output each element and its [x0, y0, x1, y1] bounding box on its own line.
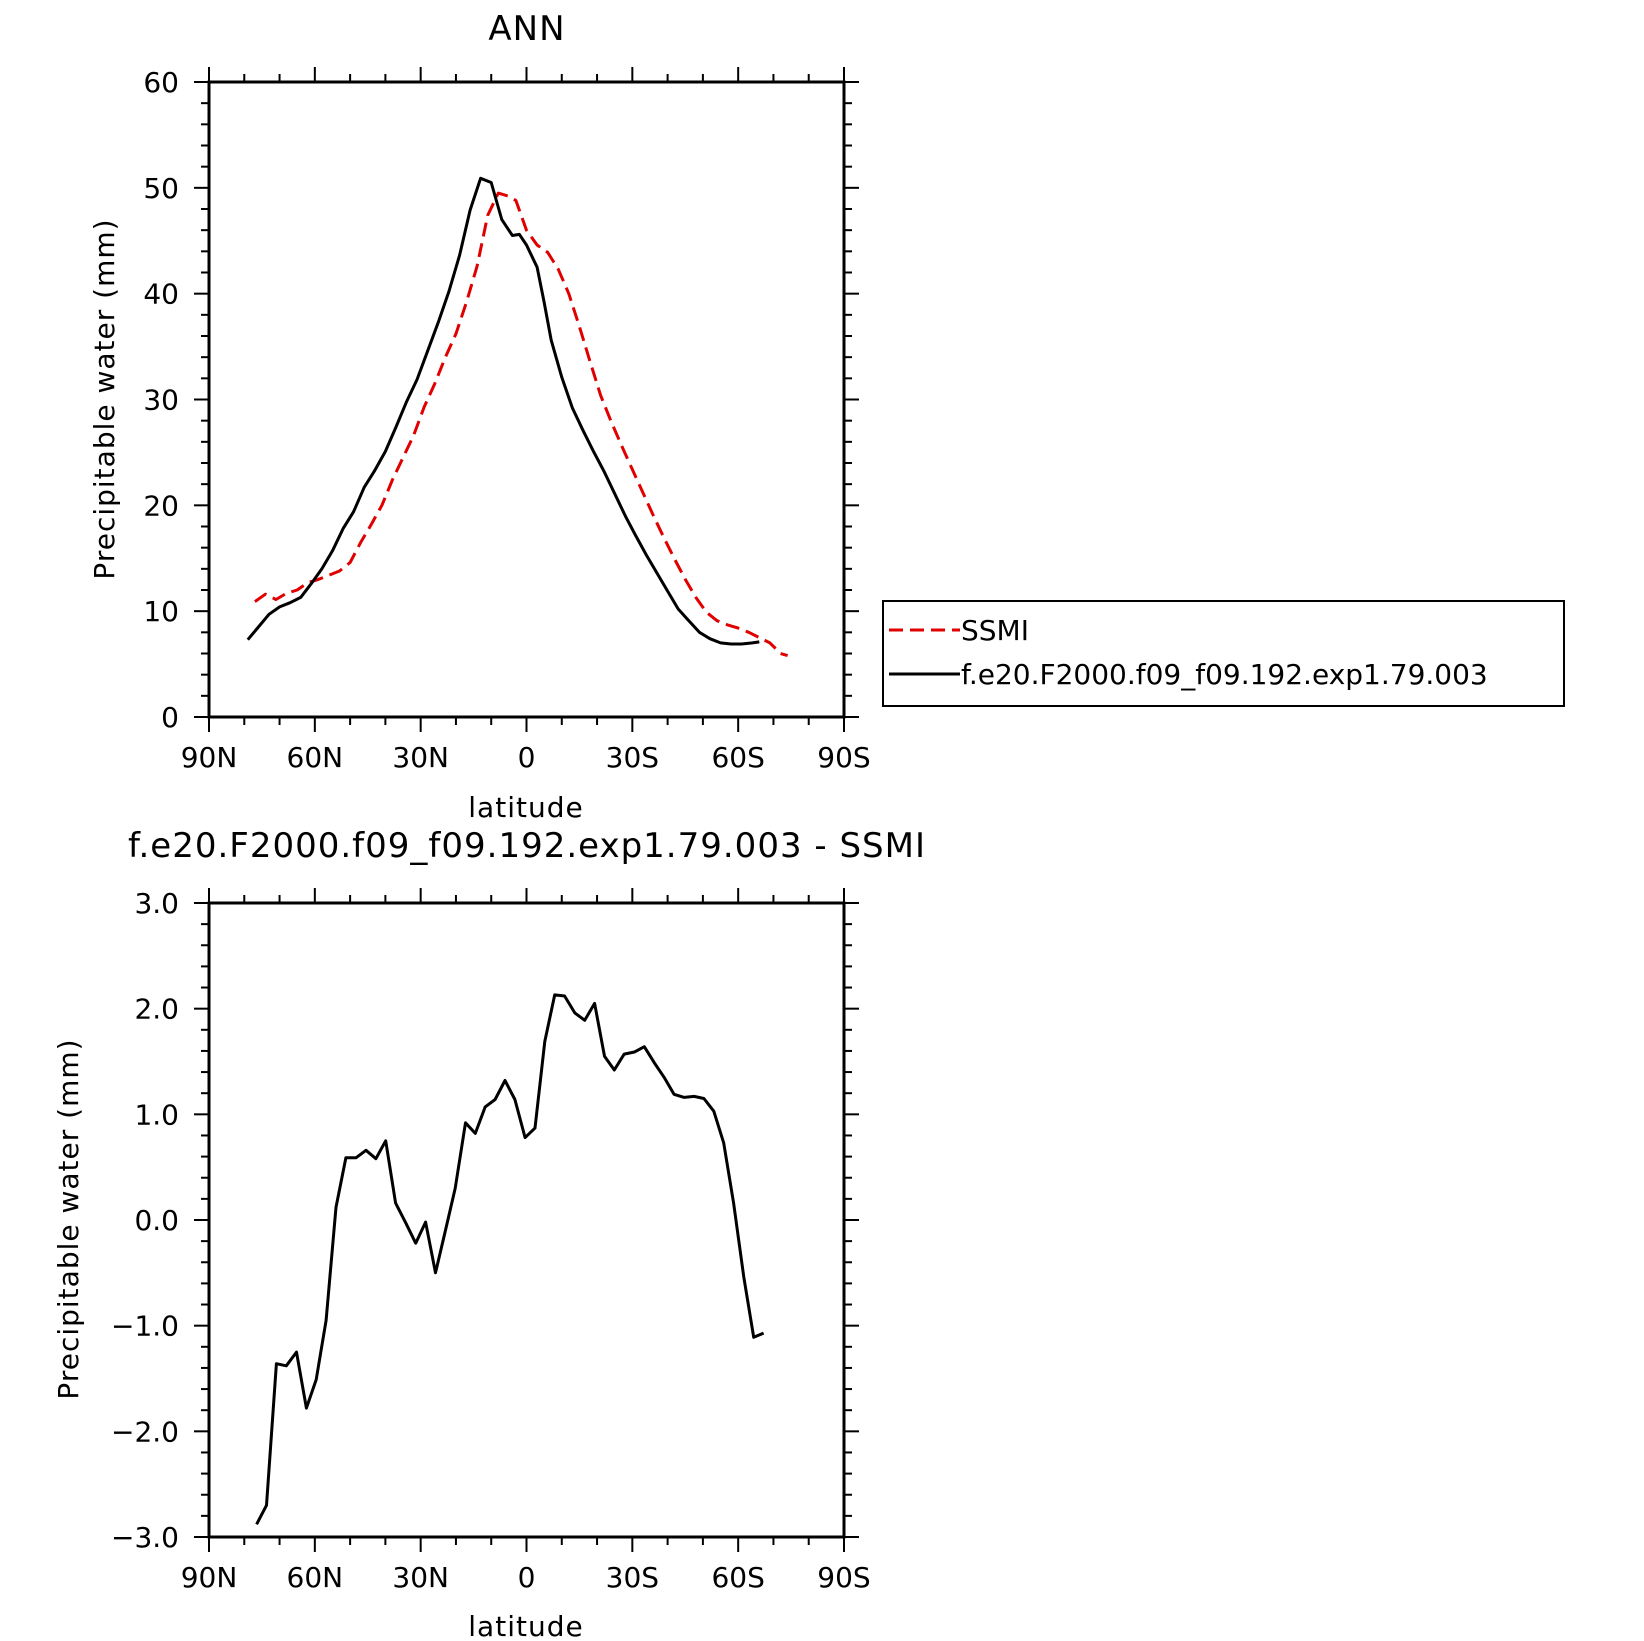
chart-bottom-series: [255, 993, 765, 1525]
legend: SSMI f.e20.F2000.f09_f09.192.exp1.79.003: [882, 600, 1565, 707]
chart-top-series-line-2: [246, 176, 760, 646]
chart-top-frame: [207, 80, 846, 719]
legend-label-ssmi: SSMI: [961, 614, 1029, 647]
chart-top-series-line-1: [254, 191, 789, 658]
chart-bottom-ytick-label: 0.0: [134, 1204, 179, 1237]
chart-bottom-ytick-label: 3.0: [134, 887, 179, 920]
chart-bottom-title: f.e20.F2000.f09_f09.192.exp1.79.003 - SS…: [128, 826, 926, 866]
chart-bottom-xtick-label: 90S: [817, 1561, 870, 1594]
chart-bottom-xtick-label: 0: [518, 1561, 536, 1594]
chart-top-ytick-label: 60: [143, 66, 179, 99]
chart-top-ytick-label: 40: [143, 278, 179, 311]
chart-bottom-ytick-label: −1.0: [111, 1310, 179, 1343]
chart-top-xtick-label: 30N: [392, 741, 449, 774]
chart-top-xtick-label: 60S: [711, 741, 764, 774]
chart-top-series: [246, 176, 789, 658]
chart-top-xtick-label: 90N: [181, 741, 238, 774]
chart-bottom-ytick-label: 2.0: [134, 993, 179, 1026]
chart-top-title: ANN: [488, 9, 565, 49]
chart-top-xtick-label: 0: [518, 741, 536, 774]
chart-top-ylabel: Precipitable water (mm): [88, 218, 121, 579]
chart-bottom-xlabel: latitude: [468, 1610, 583, 1641]
chart-top-ytick-label: 20: [143, 489, 179, 522]
chart-bottom-ytick-label: 1.0: [134, 1098, 179, 1131]
chart-bottom: f.e20.F2000.f09_f09.192.exp1.79.003 - SS…: [52, 826, 926, 1641]
chart-top-ytick-label: 10: [143, 595, 179, 628]
chart-top-ticks: 90N 60N 30N 0 30S 60S 90S 0 10 20 30 40 50 60: [143, 66, 870, 774]
chart-bottom-xtick-label: 60N: [287, 1561, 344, 1594]
legend-box: [882, 600, 1565, 707]
chart-top-xtick-label: 60N: [287, 741, 344, 774]
chart-bottom-xtick-label: 90N: [181, 1561, 238, 1594]
chart-bottom-frame: [207, 901, 846, 1539]
chart-bottom-xtick-label: 60S: [711, 1561, 764, 1594]
chart-top-xtick-label: 90S: [817, 741, 870, 774]
chart-bottom-xtick-label: 30N: [392, 1561, 449, 1594]
chart-top-xtick-label: 30S: [606, 741, 659, 774]
legend-label-model: f.e20.F2000.f09_f09.192.exp1.79.003: [961, 658, 1488, 691]
chart-top-ytick-label: 50: [143, 172, 179, 205]
chart-bottom-ticks: 90N 60N 30N 0 30S 60S 90S −3.0 −2.0 −1.0 0.0 1.0 2.0…: [111, 887, 871, 1594]
chart-bottom-ytick-label: −3.0: [111, 1521, 179, 1554]
chart-bottom-xtick-label: 30S: [606, 1561, 659, 1594]
chart-bottom-series-line-1: [255, 993, 765, 1525]
chart-bottom-ytick-label: −2.0: [111, 1415, 179, 1448]
chart-top-ytick-label: 0: [161, 701, 179, 734]
chart-top-xlabel: latitude: [468, 791, 583, 824]
chart-bottom-ylabel: Precipitable water (mm): [52, 1038, 85, 1399]
chart-top: ANN 90N 60N 30N 0 30S 60S 90S 0 10 20 30 40 50 60 lat…: [88, 9, 871, 824]
chart-top-ytick-label: 30: [143, 384, 179, 417]
